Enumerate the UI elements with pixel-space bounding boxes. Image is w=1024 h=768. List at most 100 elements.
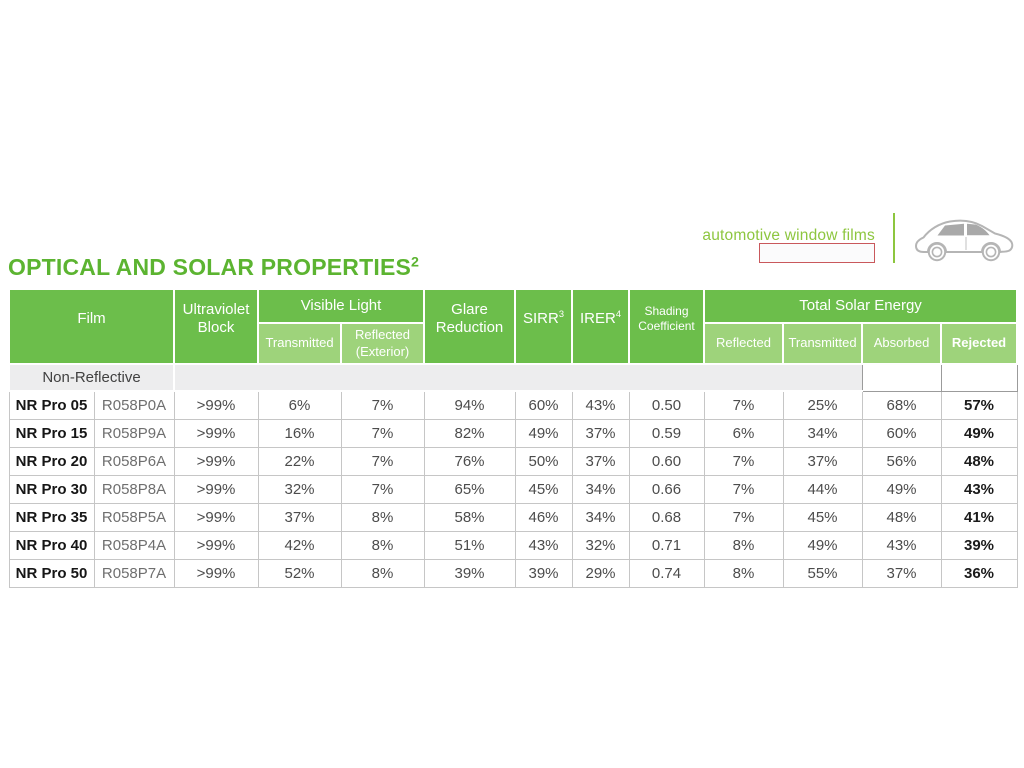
value-cell: 43%	[514, 530, 573, 560]
film-code-cell: R058P9A	[93, 418, 175, 448]
value-cell: 51%	[423, 530, 516, 560]
value-cell: 50%	[514, 446, 573, 476]
value-cell: 34%	[782, 418, 863, 448]
brand-tagline: automotive window films	[702, 227, 875, 244]
table-row: NR Pro 30 R058P8A >99% 32% 7% 65% 45% 34% 0.66 7%…	[8, 474, 1018, 504]
table-row: NR Pro 35 R058P5A >99% 37% 8% 58% 46% 34% 0.68 7%…	[8, 502, 1018, 532]
value-cell: 32%	[257, 474, 342, 504]
page-title-superscript: 2	[411, 254, 420, 271]
value-cell: 29%	[571, 558, 630, 588]
redacted-logo-box	[759, 243, 875, 263]
value-cell: 32%	[571, 530, 630, 560]
table-body: NR Pro 05 R058P0A >99% 6% 7% 94% 60% 43% 0.50 7% 2…	[8, 390, 1018, 588]
section-empty-cell	[861, 363, 942, 392]
value-cell: 37%	[257, 502, 342, 532]
value-cell: 55%	[782, 558, 863, 588]
value-cell: 56%	[861, 446, 942, 476]
value-cell: 0.60	[628, 446, 705, 476]
value-cell: 6%	[257, 390, 342, 420]
value-cell: >99%	[173, 446, 259, 476]
value-cell: 7%	[703, 502, 784, 532]
value-cell: 41%	[940, 502, 1018, 532]
value-cell: 8%	[340, 558, 425, 588]
film-code-cell: R058P7A	[93, 558, 175, 588]
value-cell: 39%	[423, 558, 516, 588]
value-cell: 45%	[782, 502, 863, 532]
value-cell: 76%	[423, 446, 516, 476]
value-cell: 0.71	[628, 530, 705, 560]
value-cell: >99%	[173, 502, 259, 532]
table-row: NR Pro 20 R058P6A >99% 22% 7% 76% 50% 37% 0.60 7%…	[8, 446, 1018, 476]
value-cell: 34%	[571, 502, 630, 532]
col-header-film: Film	[7, 288, 176, 365]
value-cell: >99%	[173, 530, 259, 560]
value-cell: 57%	[940, 390, 1018, 420]
value-cell: 7%	[703, 390, 784, 420]
value-cell: 52%	[257, 558, 342, 588]
col-header-vl-transmitted: Transmitted	[257, 322, 343, 365]
sirr-superscript: 3	[558, 308, 565, 319]
car-icon	[915, 219, 1014, 262]
optical-solar-properties-table: Film Ultraviolet Block Visible Light Gla…	[7, 288, 1019, 588]
film-name-cell: NR Pro 15	[8, 418, 95, 448]
table-row: NR Pro 15 R058P9A >99% 16% 7% 82% 49% 37% 0.59 6%…	[8, 418, 1018, 448]
film-code-cell: R058P6A	[93, 446, 175, 476]
brand-divider-line	[893, 213, 895, 263]
value-cell: 0.68	[628, 502, 705, 532]
value-cell: 37%	[861, 558, 942, 588]
value-cell: 39%	[514, 558, 573, 588]
value-cell: 82%	[423, 418, 516, 448]
value-cell: 46%	[514, 502, 573, 532]
col-group-visible-light: Visible Light	[257, 288, 426, 324]
page-title-text: OPTICAL AND SOLAR PROPERTIES	[8, 254, 412, 280]
film-name-cell: NR Pro 40	[8, 530, 95, 560]
value-cell: 7%	[340, 418, 425, 448]
value-cell: 49%	[782, 530, 863, 560]
value-cell: 65%	[423, 474, 516, 504]
col-group-total-solar-energy: Total Solar Energy	[703, 288, 1019, 324]
value-cell: 8%	[340, 502, 425, 532]
col-header-shading-coefficient: Shading Coefficient	[628, 288, 706, 365]
value-cell: 42%	[257, 530, 342, 560]
value-cell: 7%	[340, 474, 425, 504]
film-name-cell: NR Pro 30	[8, 474, 95, 504]
value-cell: 48%	[940, 446, 1018, 476]
value-cell: 43%	[861, 530, 942, 560]
section-band	[173, 363, 863, 392]
value-cell: >99%	[173, 558, 259, 588]
film-name-cell: NR Pro 35	[8, 502, 95, 532]
value-cell: 0.66	[628, 474, 705, 504]
page-title: OPTICAL AND SOLAR PROPERTIES2	[8, 254, 419, 281]
film-name-cell: NR Pro 05	[8, 390, 95, 420]
value-cell: >99%	[173, 474, 259, 504]
value-cell: 0.74	[628, 558, 705, 588]
value-cell: 34%	[571, 474, 630, 504]
value-cell: 7%	[340, 446, 425, 476]
value-cell: 37%	[571, 418, 630, 448]
col-header-tse-reflected: Reflected	[703, 322, 785, 365]
table-row: NR Pro 05 R058P0A >99% 6% 7% 94% 60% 43% 0.50 7% 2…	[8, 390, 1018, 420]
film-code-cell: R058P5A	[93, 502, 175, 532]
col-header-vl-reflected-exterior: Reflected (Exterior)	[340, 322, 426, 365]
value-cell: 49%	[861, 474, 942, 504]
value-cell: >99%	[173, 418, 259, 448]
film-code-cell: R058P4A	[93, 530, 175, 560]
value-cell: 94%	[423, 390, 516, 420]
col-header-ultraviolet-block: Ultraviolet Block	[173, 288, 260, 365]
table-row: NR Pro 40 R058P4A >99% 42% 8% 51% 43% 32% 0.71 8%…	[8, 530, 1018, 560]
value-cell: 44%	[782, 474, 863, 504]
col-header-glare-reduction: Glare Reduction	[423, 288, 517, 365]
film-code-cell: R058P0A	[93, 390, 175, 420]
value-cell: 49%	[514, 418, 573, 448]
section-label-non-reflective: Non-Reflective	[7, 363, 176, 392]
value-cell: 43%	[940, 474, 1018, 504]
value-cell: 6%	[703, 418, 784, 448]
value-cell: >99%	[173, 390, 259, 420]
irer-label: IRER	[580, 309, 616, 327]
value-cell: 43%	[571, 390, 630, 420]
value-cell: 37%	[782, 446, 863, 476]
value-cell: 68%	[861, 390, 942, 420]
value-cell: 49%	[940, 418, 1018, 448]
value-cell: 8%	[340, 530, 425, 560]
